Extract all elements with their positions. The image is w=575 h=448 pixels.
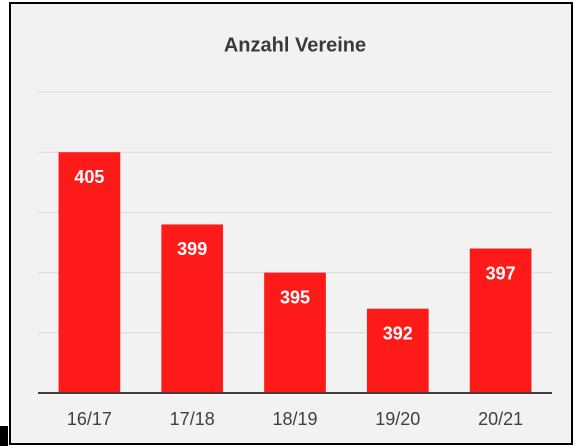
bar xyxy=(161,224,224,393)
data-label: 399 xyxy=(177,239,207,259)
bar xyxy=(469,248,532,393)
data-label: 395 xyxy=(280,287,310,307)
x-tick-label: 19/20 xyxy=(375,409,420,429)
x-tick-label: 20/21 xyxy=(478,409,523,429)
data-label: 397 xyxy=(486,263,516,283)
data-label: 392 xyxy=(383,323,413,343)
x-tick-label: 16/17 xyxy=(67,409,112,429)
chart-title: Anzahl Vereine xyxy=(224,34,366,56)
x-tick-label: 18/19 xyxy=(272,409,317,429)
bar xyxy=(58,152,121,393)
bar xyxy=(366,308,429,393)
x-tick-label: 17/18 xyxy=(170,409,215,429)
data-label: 405 xyxy=(74,167,104,187)
bar xyxy=(264,272,326,393)
corner-mark xyxy=(0,426,8,446)
